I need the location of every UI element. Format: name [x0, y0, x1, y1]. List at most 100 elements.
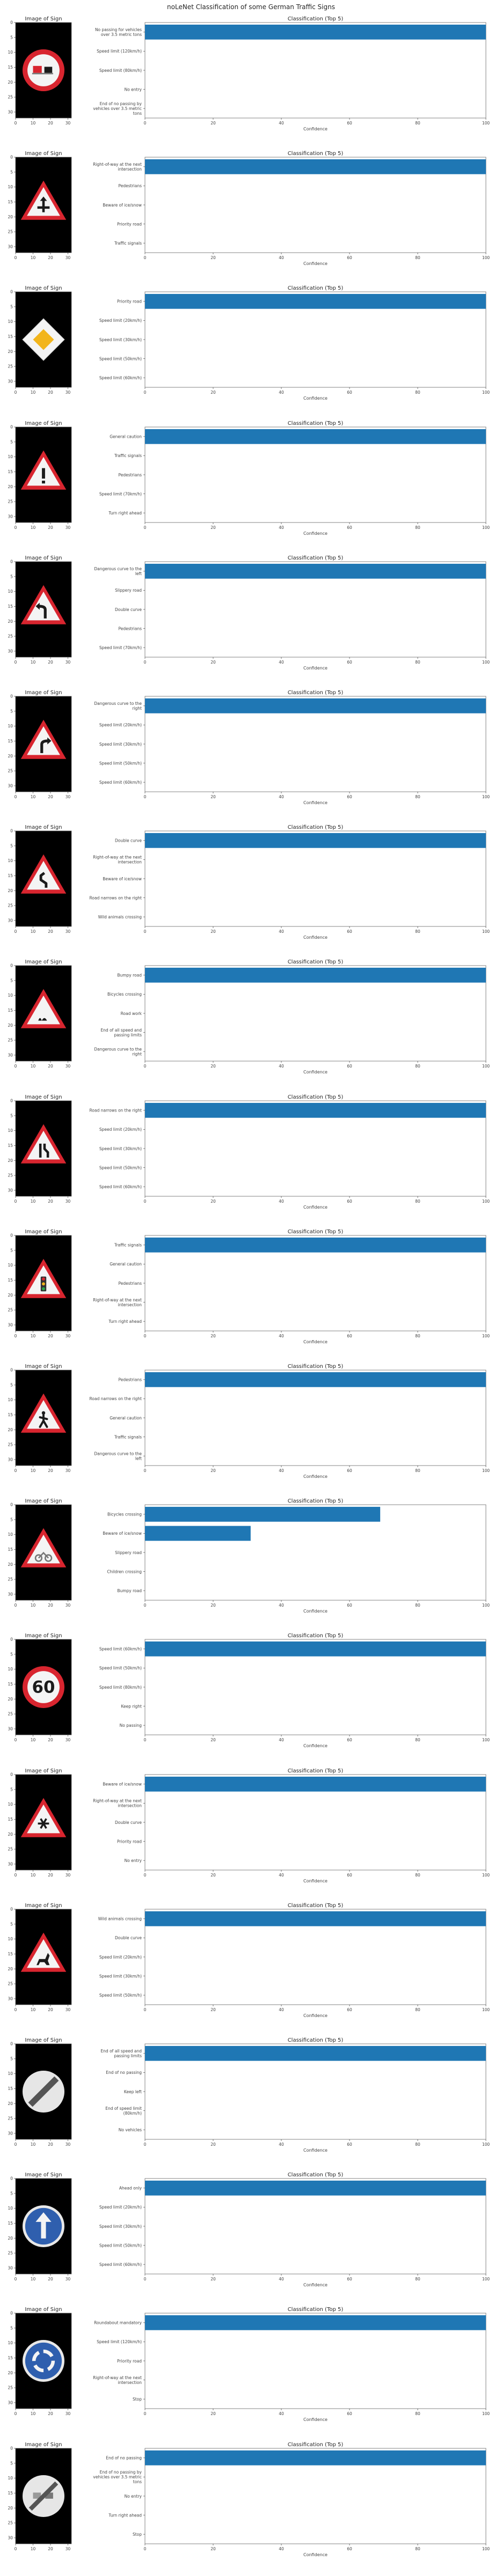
x-tick-label: 100	[482, 1603, 490, 1608]
x-tick-label: 0	[144, 2007, 147, 2012]
image-y-tick-label: 10	[8, 589, 13, 594]
image-x-tick-label: 30	[66, 929, 71, 934]
category-label: Dangerous curve to the right	[94, 1047, 142, 1057]
exclamation-icon	[42, 468, 45, 479]
category-label: Pedestrians	[118, 626, 142, 631]
category-label: No passing	[120, 1723, 142, 1728]
x-axis-label: Confidence	[303, 1609, 328, 1614]
confidence-bar	[145, 1372, 486, 1387]
chart-row-svg: Image of Sign 0 10 20 30 0 5 10 15 20 25 30 Classifi…	[8, 1768, 490, 1883]
category-label: Bicycles crossing	[107, 1512, 142, 1517]
sign-face	[25, 2342, 62, 2380]
image-x-tick-label: 20	[48, 1468, 53, 1473]
image-panel: Image of Sign 0 10 20 30 0 5 10 15 20 25 30	[8, 690, 72, 799]
pedestrian-head-icon	[41, 1411, 46, 1415]
category-label: Traffic signals	[114, 1243, 142, 1248]
x-tick-label: 0	[144, 1603, 147, 1608]
image-x-tick-label: 20	[48, 2546, 53, 2551]
category-label: Right-of-way at the next intersection	[93, 2375, 142, 2385]
category-label: Priority road	[117, 1839, 142, 1844]
image-y-tick-label: 0	[10, 425, 13, 430]
classification-title: Classification (Top 5)	[288, 1903, 344, 1909]
image-y-tick-label: 25	[8, 1577, 13, 1582]
image-x-tick-label: 30	[66, 1468, 71, 1473]
chart-row-svg: Image of Sign 0 10 20 30 0 5 10 15 20 25 30 Classifi…	[8, 555, 490, 671]
image-y-tick-label: 30	[8, 1861, 13, 1866]
general-caution-sign-icon	[20, 450, 67, 490]
image-y-tick-label: 15	[8, 873, 13, 878]
x-tick-label: 80	[415, 2007, 420, 2012]
image-x-tick-label: 30	[66, 794, 71, 799]
image-x-tick-label: 10	[31, 1334, 36, 1338]
deer-icon	[37, 1953, 50, 1966]
image-y-tick-label: 30	[8, 379, 13, 384]
image-y-tick-label: 15	[8, 1008, 13, 1013]
x-tick-label: 60	[347, 121, 352, 126]
image-x-tick-label: 10	[31, 1468, 36, 1473]
sign-face	[27, 54, 60, 86]
x-tick-label: 40	[279, 1064, 284, 1069]
category-label: Speed limit (30km/h)	[99, 1146, 142, 1151]
image-y-tick-label: 5	[10, 2056, 13, 2061]
image-y-tick-label: 5	[10, 843, 13, 848]
image-y-tick-label: 5	[10, 2461, 13, 2465]
image-x-tick-label: 20	[48, 121, 53, 126]
image-panel-title: Image of Sign	[25, 690, 62, 696]
chart-row: Image of Sign 0 10 20 30 0 5 10 15 20 25 30 Classifi…	[0, 150, 502, 285]
image-x-tick-label: 20	[48, 525, 53, 530]
chart-row: Image of Sign 0 10 20 30 0 5 10 15 20 25 30 Classifi…	[0, 2036, 502, 2172]
image-x-tick-label: 0	[14, 1468, 17, 1473]
category-label: Beware of ice/snow	[103, 877, 142, 881]
sign-face	[27, 1804, 60, 1834]
category-label: Children crossing	[107, 1569, 142, 1574]
x-tick-label: 100	[482, 2277, 490, 2281]
image-y-tick-label: 15	[8, 2491, 13, 2496]
category-label: Speed limit (50km/h)	[99, 1165, 142, 1170]
image-y-tick-label: 0	[10, 694, 13, 699]
chart-row-svg: Image of Sign 0 10 20 30 0 5 10 15 20 25 30 Classifi…	[8, 690, 490, 805]
crossbar-icon	[37, 206, 50, 209]
category-label: Speed limit (80km/h)	[99, 1685, 142, 1690]
x-tick-label: 100	[482, 121, 490, 126]
image-y-tick-label: 10	[8, 2341, 13, 2345]
x-tick-label: 80	[415, 525, 420, 530]
x-tick-label: 20	[210, 1334, 216, 1338]
image-y-tick-label: 30	[8, 244, 13, 249]
image-y-tick-label: 0	[10, 1233, 13, 1238]
image-y-tick-label: 5	[10, 1248, 13, 1253]
classification-title: Classification (Top 5)	[288, 959, 344, 965]
image-x-tick-label: 30	[66, 390, 71, 395]
x-tick-label: 0	[144, 1199, 147, 1204]
category-label: Speed limit (120km/h)	[97, 49, 142, 54]
category-label: Bumpy road	[117, 1588, 142, 1593]
image-panel-title: Image of Sign	[25, 285, 62, 291]
x-tick-label: 80	[415, 1738, 420, 1742]
category-label: Speed limit (20km/h)	[99, 318, 142, 323]
image-y-tick-label: 25	[8, 499, 13, 504]
image-y-tick-label: 5	[10, 574, 13, 579]
image-y-tick-label: 20	[8, 1293, 13, 1298]
image-y-tick-label: 20	[8, 888, 13, 893]
category-label: Dangerous curve to the left	[94, 1452, 142, 1461]
image-y-tick-label: 10	[8, 2476, 13, 2481]
classification-panel: Classification (Top 5) 0 20 40 60 80 100 Confid…	[93, 16, 490, 131]
image-x-tick-label: 30	[66, 1334, 71, 1338]
image-x-tick-label: 30	[66, 2546, 71, 2551]
image-x-tick-label: 10	[31, 390, 36, 395]
image-panel: Image of Sign 0 10 20 30 0 5 10 15 20 25 30	[8, 1903, 72, 2012]
x-tick-label: 60	[347, 660, 352, 665]
x-tick-label: 80	[415, 390, 420, 395]
image-x-tick-label: 30	[66, 525, 71, 530]
image-y-tick-label: 25	[8, 95, 13, 100]
sign-image	[15, 561, 72, 658]
x-tick-label: 60	[347, 2546, 352, 2551]
image-panel-title: Image of Sign	[25, 1633, 62, 1639]
x-tick-label: 80	[415, 794, 420, 799]
image-y-tick-label: 5	[10, 709, 13, 713]
dangerous-curve-right-sign-icon	[20, 719, 67, 759]
x-tick-label: 80	[415, 660, 420, 665]
chart-row: Image of Sign 0 10 20 30 0 5 10 15 20 25 30 Classifi…	[0, 2171, 502, 2306]
image-y-tick-label: 5	[10, 2191, 13, 2196]
arrow-shaft-icon	[41, 2221, 46, 2239]
confidence-bar	[145, 833, 486, 848]
